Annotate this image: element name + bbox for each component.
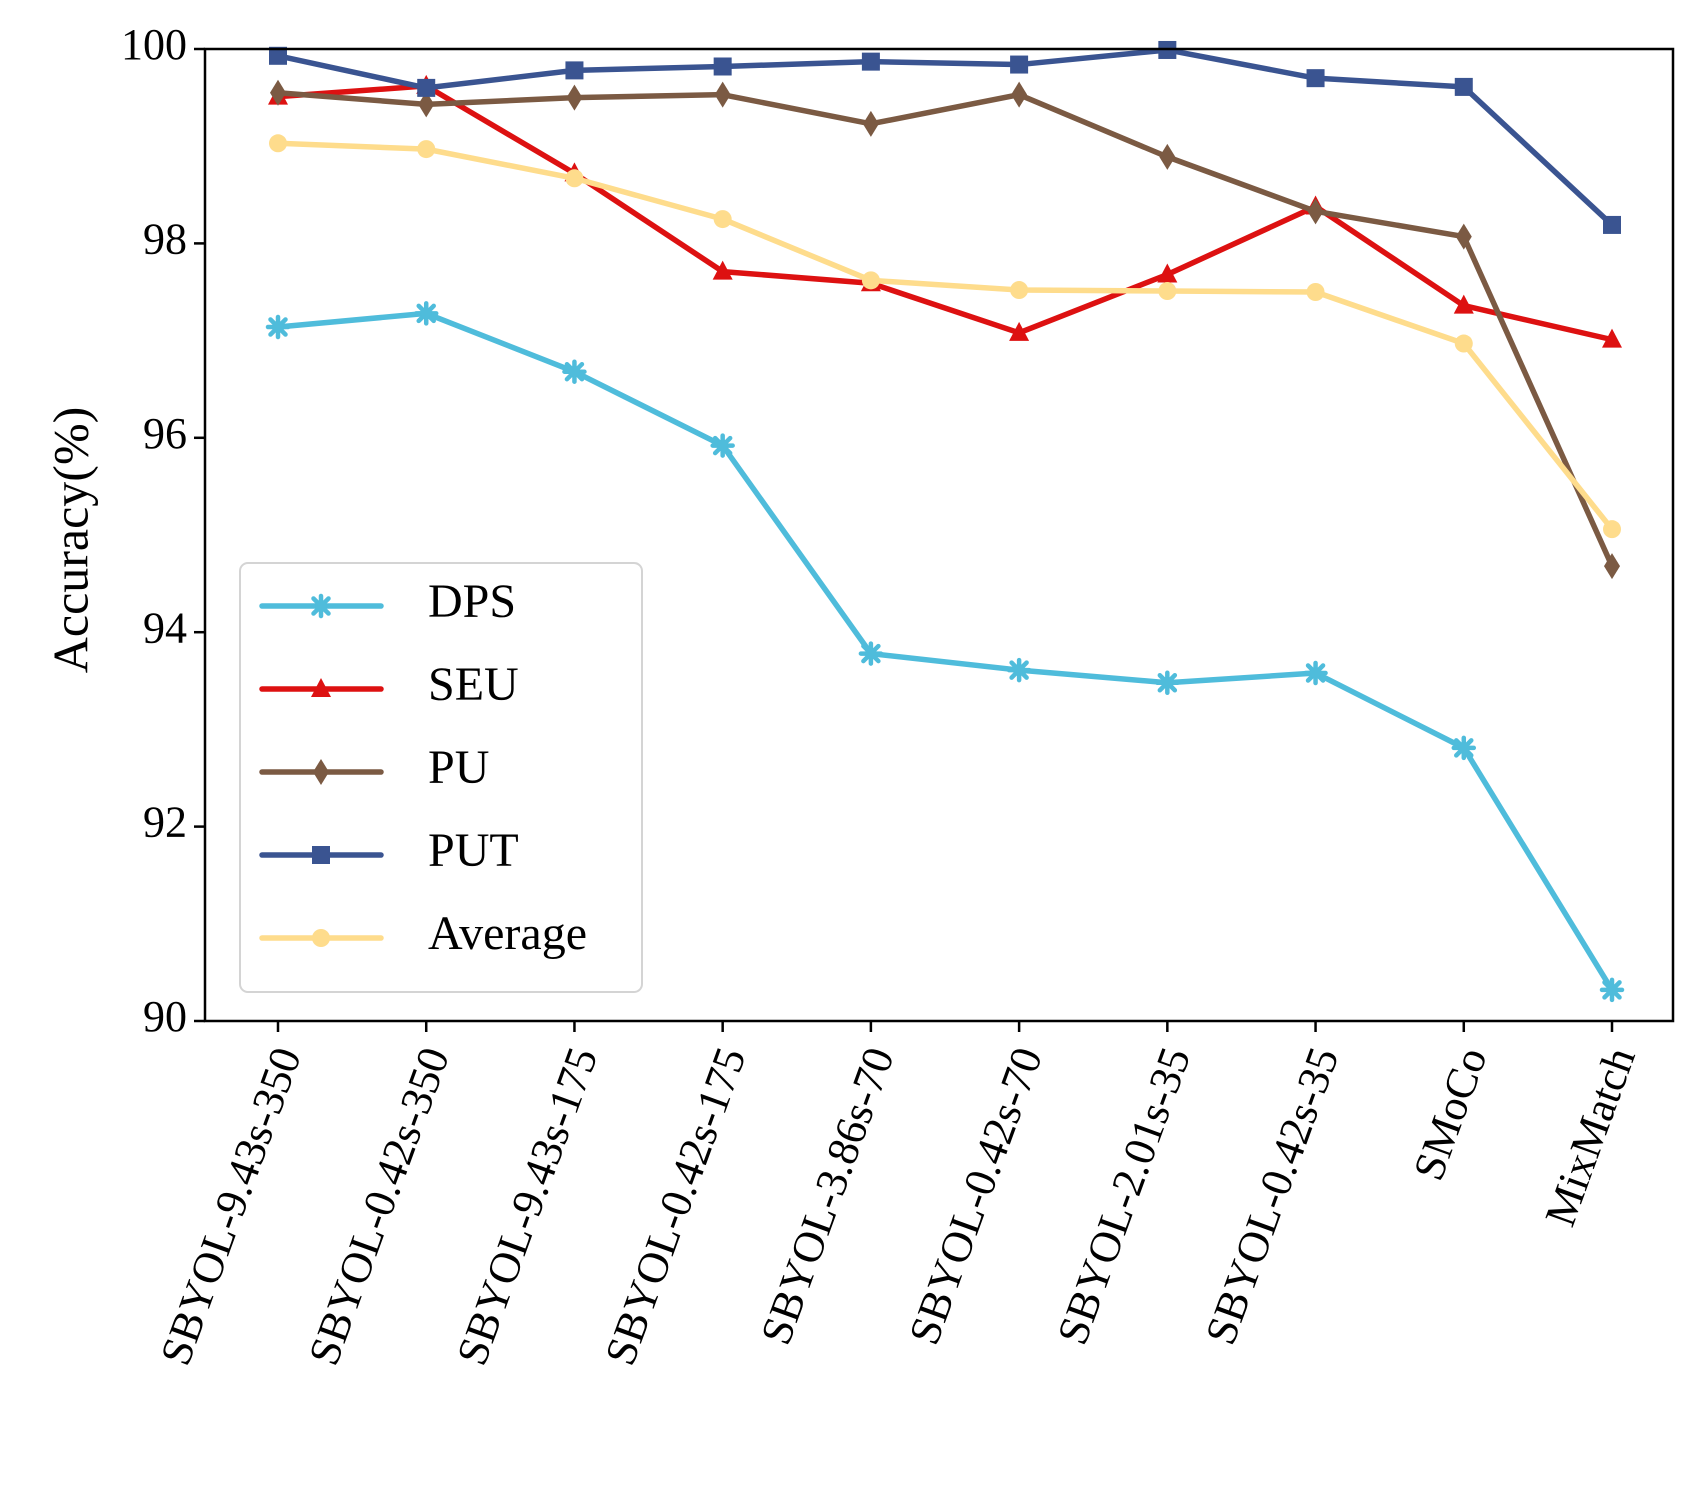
data-point-dps [1451, 735, 1477, 761]
y-tick-label: 92 [143, 798, 187, 847]
data-point-pu [270, 79, 286, 106]
x-tick-label: SBYOL-0.42s-175 [595, 1041, 755, 1371]
legend-marker-average [312, 929, 330, 947]
series-line-seu [275, 83, 1615, 343]
y-tick-label: 98 [143, 214, 187, 263]
legend-marker-seu [311, 678, 331, 697]
data-point-average [861, 271, 880, 290]
legend-marker-dps [308, 593, 334, 619]
y-tick-label: 100 [121, 20, 187, 69]
data-point-seu [1009, 321, 1030, 341]
x-tick-label: SBYOL-0.42s-70 [899, 1041, 1052, 1351]
legend-marker-pu [313, 759, 329, 785]
x-tick-label: SBYOL-0.42s-350 [299, 1041, 459, 1371]
y-axis-title: Accuracy(%) [42, 407, 98, 673]
series-layer [265, 40, 1625, 1003]
data-point-dps [265, 314, 291, 340]
x-tick-label: SBYOL-2.01s-35 [1048, 1041, 1201, 1351]
data-point-average [269, 134, 287, 153]
legend: DPS SEU PU PUT Average [239, 562, 643, 993]
legend-box [239, 562, 643, 993]
data-point-dps [1006, 657, 1032, 683]
data-point-average [565, 169, 584, 188]
series-line-pu [275, 89, 1615, 569]
plot-frame [203, 47, 1675, 1023]
data-point-put [1454, 77, 1473, 96]
x-tick-label: SBYOL-3.86s-70 [751, 1041, 904, 1351]
y-tick-label: 96 [143, 409, 187, 458]
legend-label-put: PUT [428, 824, 519, 877]
data-point-pu [1011, 81, 1028, 108]
data-point-put [1603, 215, 1621, 234]
x-tick-label: SBYOL-0.42s-35 [1196, 1041, 1349, 1351]
data-point-dps [1155, 670, 1180, 695]
data-point-dps [1303, 660, 1328, 686]
data-point-put [1010, 55, 1029, 74]
data-point-dps [1599, 977, 1625, 1003]
data-point-dps [710, 433, 735, 458]
data-point-seu [1453, 294, 1474, 314]
x-tick-label: SBYOL-9.43s-175 [447, 1041, 607, 1371]
data-point-seu [1157, 263, 1178, 283]
series-line-dps [275, 310, 1615, 993]
legend-label-seu: SEU [428, 658, 519, 711]
data-point-pu [862, 110, 879, 137]
data-point-seu [1602, 328, 1622, 348]
data-point-put [713, 57, 732, 76]
x-tick-label: SBYOL-9.43s-350 [151, 1041, 311, 1371]
data-point-average [1306, 283, 1325, 301]
series-line-average [275, 140, 1615, 532]
data-point-pu [714, 81, 731, 108]
data-point-pu [1455, 223, 1472, 250]
x-tick-label: SMoCo [1404, 1041, 1497, 1186]
data-point-pu [566, 84, 583, 111]
legend-label-dps: DPS [428, 575, 516, 628]
data-point-pu [1604, 553, 1620, 580]
data-point-dps [413, 301, 439, 326]
data-point-average [417, 140, 436, 159]
x-tick-label: MixMatch [1535, 1041, 1645, 1232]
series-line-put [275, 47, 1615, 228]
data-point-pu [418, 91, 435, 118]
legend-marker-put [312, 846, 330, 864]
data-point-put [565, 61, 584, 80]
data-point-average [1603, 520, 1621, 539]
data-point-pu [1159, 143, 1176, 170]
data-point-put [861, 52, 880, 71]
data-point-pu [1307, 198, 1324, 225]
data-point-average [713, 210, 732, 229]
data-point-seu [712, 260, 733, 280]
data-point-put [269, 46, 287, 65]
legend-label-pu: PU [428, 741, 489, 794]
data-point-put [417, 78, 436, 97]
data-point-average [1158, 282, 1177, 301]
y-tick-label: 94 [143, 603, 187, 652]
data-point-average [1010, 281, 1029, 300]
data-point-dps [562, 359, 587, 384]
legend-label-average: Average [428, 907, 587, 960]
y-tick-label: 90 [143, 992, 187, 1041]
data-point-dps [858, 641, 884, 666]
data-point-put [1306, 69, 1325, 88]
data-point-average [1454, 334, 1473, 353]
